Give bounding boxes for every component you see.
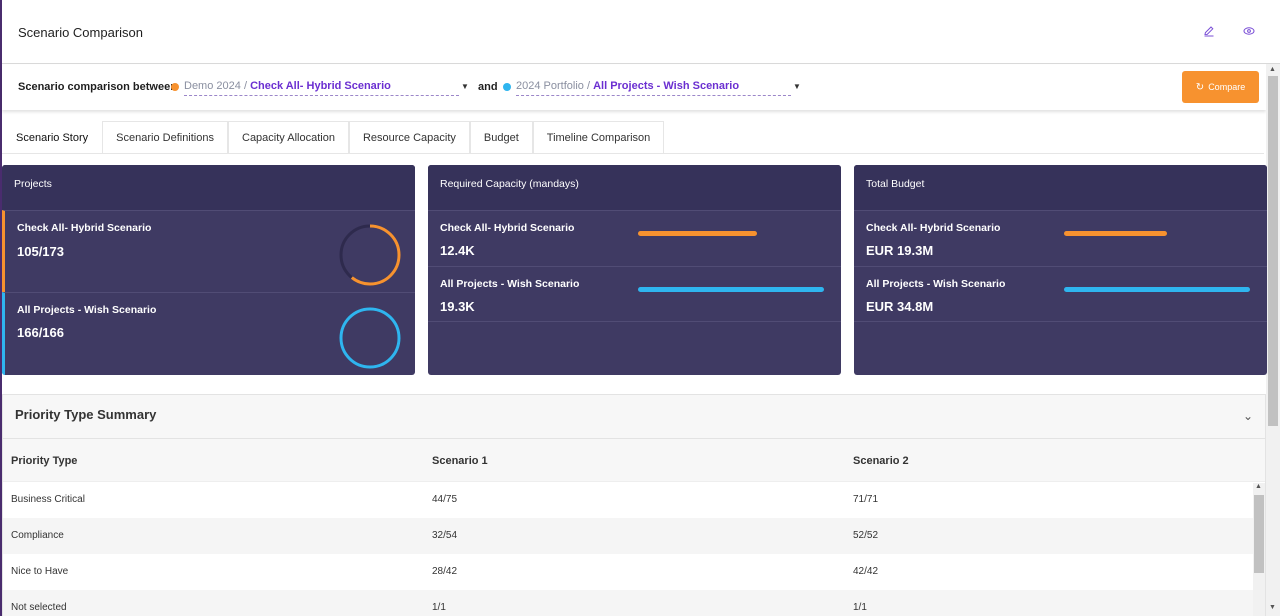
budget-scenario1-name: Check All- Hybrid Scenario [866,222,1001,234]
page-header: Scenario Comparison [2,0,1280,64]
row-scenario-1: 32/54 [432,530,458,541]
budget-card-title: Total Budget [854,165,1267,210]
table-row: Nice to Have 28/42 42/42 [3,554,1265,590]
priority-summary-title: Priority Type Summary [15,407,157,422]
projects-scenario1-name: Check All- Hybrid Scenario [17,222,152,234]
column-scenario-1: Scenario 1 [432,455,488,467]
page-scrollbar-thumb[interactable] [1268,76,1278,426]
table-scroll-up-icon[interactable]: ▲ [1255,483,1262,490]
capacity-scenario2-value: 19.3K [440,299,475,314]
capacity-scenario1-name: Check All- Hybrid Scenario [440,222,575,234]
scenario1-dropdown-icon[interactable]: ▼ [461,82,469,91]
projects-scenario2-ring [339,307,401,369]
scenario-selector-bar: Scenario comparison between Demo 2024 / … [2,65,1266,110]
row-priority-type: Compliance [11,530,64,541]
projects-scenario2-name: All Projects - Wish Scenario [17,304,157,316]
column-priority-type: Priority Type [11,455,78,467]
budget-card: Total Budget Check All- Hybrid Scenario … [854,165,1267,375]
page-scrollbar[interactable]: ▲ ▼ [1266,64,1280,616]
projects-card: Projects Check All- Hybrid Scenario 105/… [2,165,415,375]
budget-scenario2-bar [1064,287,1250,292]
scenario1-portfolio: Demo 2024 [184,80,241,92]
capacity-scenario2-bar [638,287,824,292]
scenario2-dropdown-icon[interactable]: ▼ [793,82,801,91]
and-label: and [478,81,498,93]
table-row: Business Critical 44/75 71/71 [3,482,1265,518]
projects-scenario2-ring-fill [339,307,401,369]
scroll-down-icon[interactable]: ▼ [1269,604,1276,611]
scenario2-separator: / [586,80,591,92]
row-scenario-2: 42/42 [853,566,879,577]
priority-table-header: Priority Type Scenario 1 Scenario 2 [3,439,1265,482]
capacity-scenario2-name: All Projects - Wish Scenario [440,278,580,290]
scenario2-select[interactable]: 2024 Portfolio / All Projects - Wish Sce… [516,80,791,96]
tab-scenario-definitions[interactable]: Scenario Definitions [102,121,228,153]
page-title: Scenario Comparison [18,25,144,40]
scenario2-name: All Projects - Wish Scenario [593,80,740,92]
row-scenario-2: 52/52 [853,530,879,541]
capacity-row-scenario2: All Projects - Wish Scenario 19.3K [428,266,841,322]
refresh-icon: ↻ [1195,81,1205,93]
budget-scenario2-value: EUR 34.8M [866,299,934,314]
row-scenario-1: 28/42 [432,566,458,577]
row-priority-type: Not selected [11,602,67,613]
table-row: Not selected 1/1 1/1 [3,590,1265,616]
capacity-row-scenario1: Check All- Hybrid Scenario 12.4K [428,210,841,266]
projects-scenario1-ring [339,224,401,286]
column-scenario-2: Scenario 2 [853,455,909,467]
row-scenario-1: 1/1 [432,602,446,613]
scroll-up-icon[interactable]: ▲ [1269,66,1276,73]
projects-card-title: Projects [2,165,415,210]
compare-button-label: Compare [1208,82,1246,92]
projects-scenario2-value: 166/166 [17,325,64,340]
row-scenario-1: 44/75 [432,494,458,505]
priority-summary-header[interactable]: Priority Type Summary ⌄ [3,395,1265,439]
scenario2-color-dot [503,83,511,91]
scenario1-name: Check All- Hybrid Scenario [250,80,391,92]
projects-scenario1-value: 105/173 [17,244,64,259]
scenario1-separator: / [243,80,247,92]
tab-budget[interactable]: Budget [469,121,533,153]
left-accent-bar [0,0,2,616]
pencil-icon[interactable] [1200,22,1218,40]
comparison-label: Scenario comparison between [18,81,177,93]
table-scrollbar[interactable]: ▲ [1253,483,1265,616]
capacity-card: Required Capacity (mandays) Check All- H… [428,165,841,375]
budget-scenario1-bar [1064,231,1167,236]
row-priority-type: Nice to Have [11,566,69,577]
projects-row-scenario2: All Projects - Wish Scenario 166/166 [2,292,415,375]
scenario2-portfolio: 2024 Portfolio [516,80,584,92]
compare-button[interactable]: ↻ Compare [1182,71,1259,103]
scenario1-select[interactable]: Demo 2024 / Check All- Hybrid Scenario [184,80,459,96]
chevron-down-icon[interactable]: ⌄ [1242,409,1253,423]
scenario1-color-dot [171,83,179,91]
projects-row-scenario1: Check All- Hybrid Scenario 105/173 [2,210,415,292]
table-scrollbar-thumb[interactable] [1254,495,1264,573]
budget-scenario2-name: All Projects - Wish Scenario [866,278,1006,290]
tab-capacity-allocation[interactable]: Capacity Allocation [228,121,349,153]
row-scenario-2: 1/1 [853,602,867,613]
budget-row-scenario2: All Projects - Wish Scenario EUR 34.8M [854,266,1267,322]
tab-timeline-comparison[interactable]: Timeline Comparison [532,121,665,153]
tab-bar: Scenario Story Scenario Definitions Capa… [2,121,1264,154]
capacity-scenario1-value: 12.4K [440,243,475,258]
priority-summary-panel: Priority Type Summary ⌄ Priority Type Sc… [2,394,1266,616]
tab-resource-capacity[interactable]: Resource Capacity [348,121,470,153]
projects-scenario1-ring-fill [339,224,401,286]
row-priority-type: Business Critical [11,494,85,505]
tab-scenario-story[interactable]: Scenario Story [2,121,103,153]
eye-icon[interactable] [1240,22,1258,40]
budget-row-scenario1: Check All- Hybrid Scenario EUR 19.3M [854,210,1267,266]
budget-scenario1-value: EUR 19.3M [866,243,934,258]
capacity-card-title: Required Capacity (mandays) [428,165,841,210]
capacity-scenario1-bar [638,231,757,236]
table-row: Compliance 32/54 52/52 [3,518,1265,554]
row-scenario-2: 71/71 [853,494,879,505]
